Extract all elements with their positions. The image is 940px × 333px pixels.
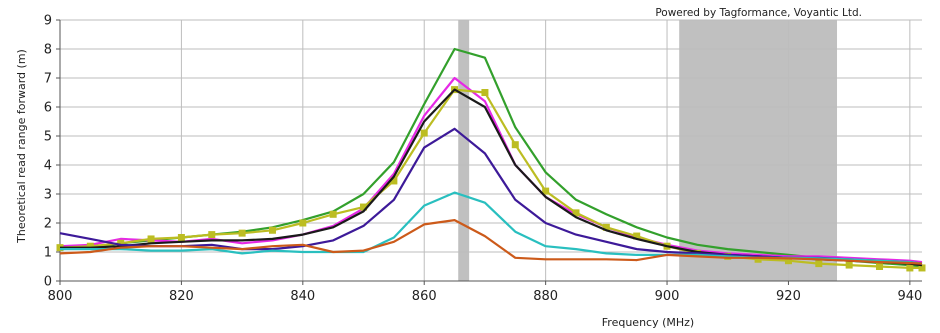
y-tick-label: 6 [44,101,52,116]
series-2-point [633,232,641,240]
series-line-2 [59,88,922,269]
series-2-point [542,187,550,195]
series-2-point [177,234,185,241]
shaded-band-0 [458,20,470,281]
y-tick-label: 0 [44,275,52,290]
series-2-point [918,264,926,272]
series-group [56,47,926,272]
axes [56,19,922,285]
series-2-point [876,263,884,270]
series-2-point [329,210,337,218]
series-2-point [268,226,276,234]
series-2-point [147,235,155,243]
shaded-bands [458,20,838,281]
series-2-point [845,261,853,269]
x-tick-label: 880 [533,289,558,304]
x-tick-label: 860 [412,289,437,304]
x-tick-label: 800 [48,289,73,304]
series-2-point [208,231,216,239]
series-2-point [117,239,125,247]
series-2-point [906,264,914,272]
x-tick-label: 820 [169,289,194,304]
x-tick-label: 900 [655,289,680,304]
series-2-point [86,242,94,250]
series-2-point [238,229,246,237]
series-2-point [754,255,762,263]
series-line-6 [59,219,923,265]
shaded-band-1 [679,20,838,281]
x-tick-label: 940 [897,289,922,304]
series-2-point [299,219,307,227]
series-2-point [815,260,823,268]
y-tick-label: 3 [44,188,52,203]
series-2-point [420,129,428,137]
series-2-point [360,203,368,211]
y-tick-label: 7 [44,72,52,87]
series-2-point [390,177,398,185]
series-2-point [481,89,489,96]
y-axis-title: Theoretical read range forward (m) [15,49,28,244]
tick-labels: 0 1 2 3 4 5 6 7 8 9 800 820 840 860 880 900 920 940 [44,14,923,305]
x-tick-label: 920 [776,289,801,304]
y-tick-label: 5 [44,130,52,145]
y-tick-label: 4 [44,159,52,174]
series-line-1 [59,76,923,264]
series-2-point [602,223,610,231]
y-tick-label: 2 [44,217,52,232]
series-2-point [572,209,580,217]
chart-credit: Powered by Tagformance, Voyantic Ltd. [655,7,862,19]
y-tick-label: 9 [44,14,52,29]
series-2-point [784,257,792,265]
y-tick-label: 8 [44,43,52,58]
series-2-point [511,141,519,149]
x-axis-title: Frequency (MHz) [602,316,694,329]
x-tick-label: 840 [290,289,315,304]
y-tick-label: 1 [44,246,52,261]
